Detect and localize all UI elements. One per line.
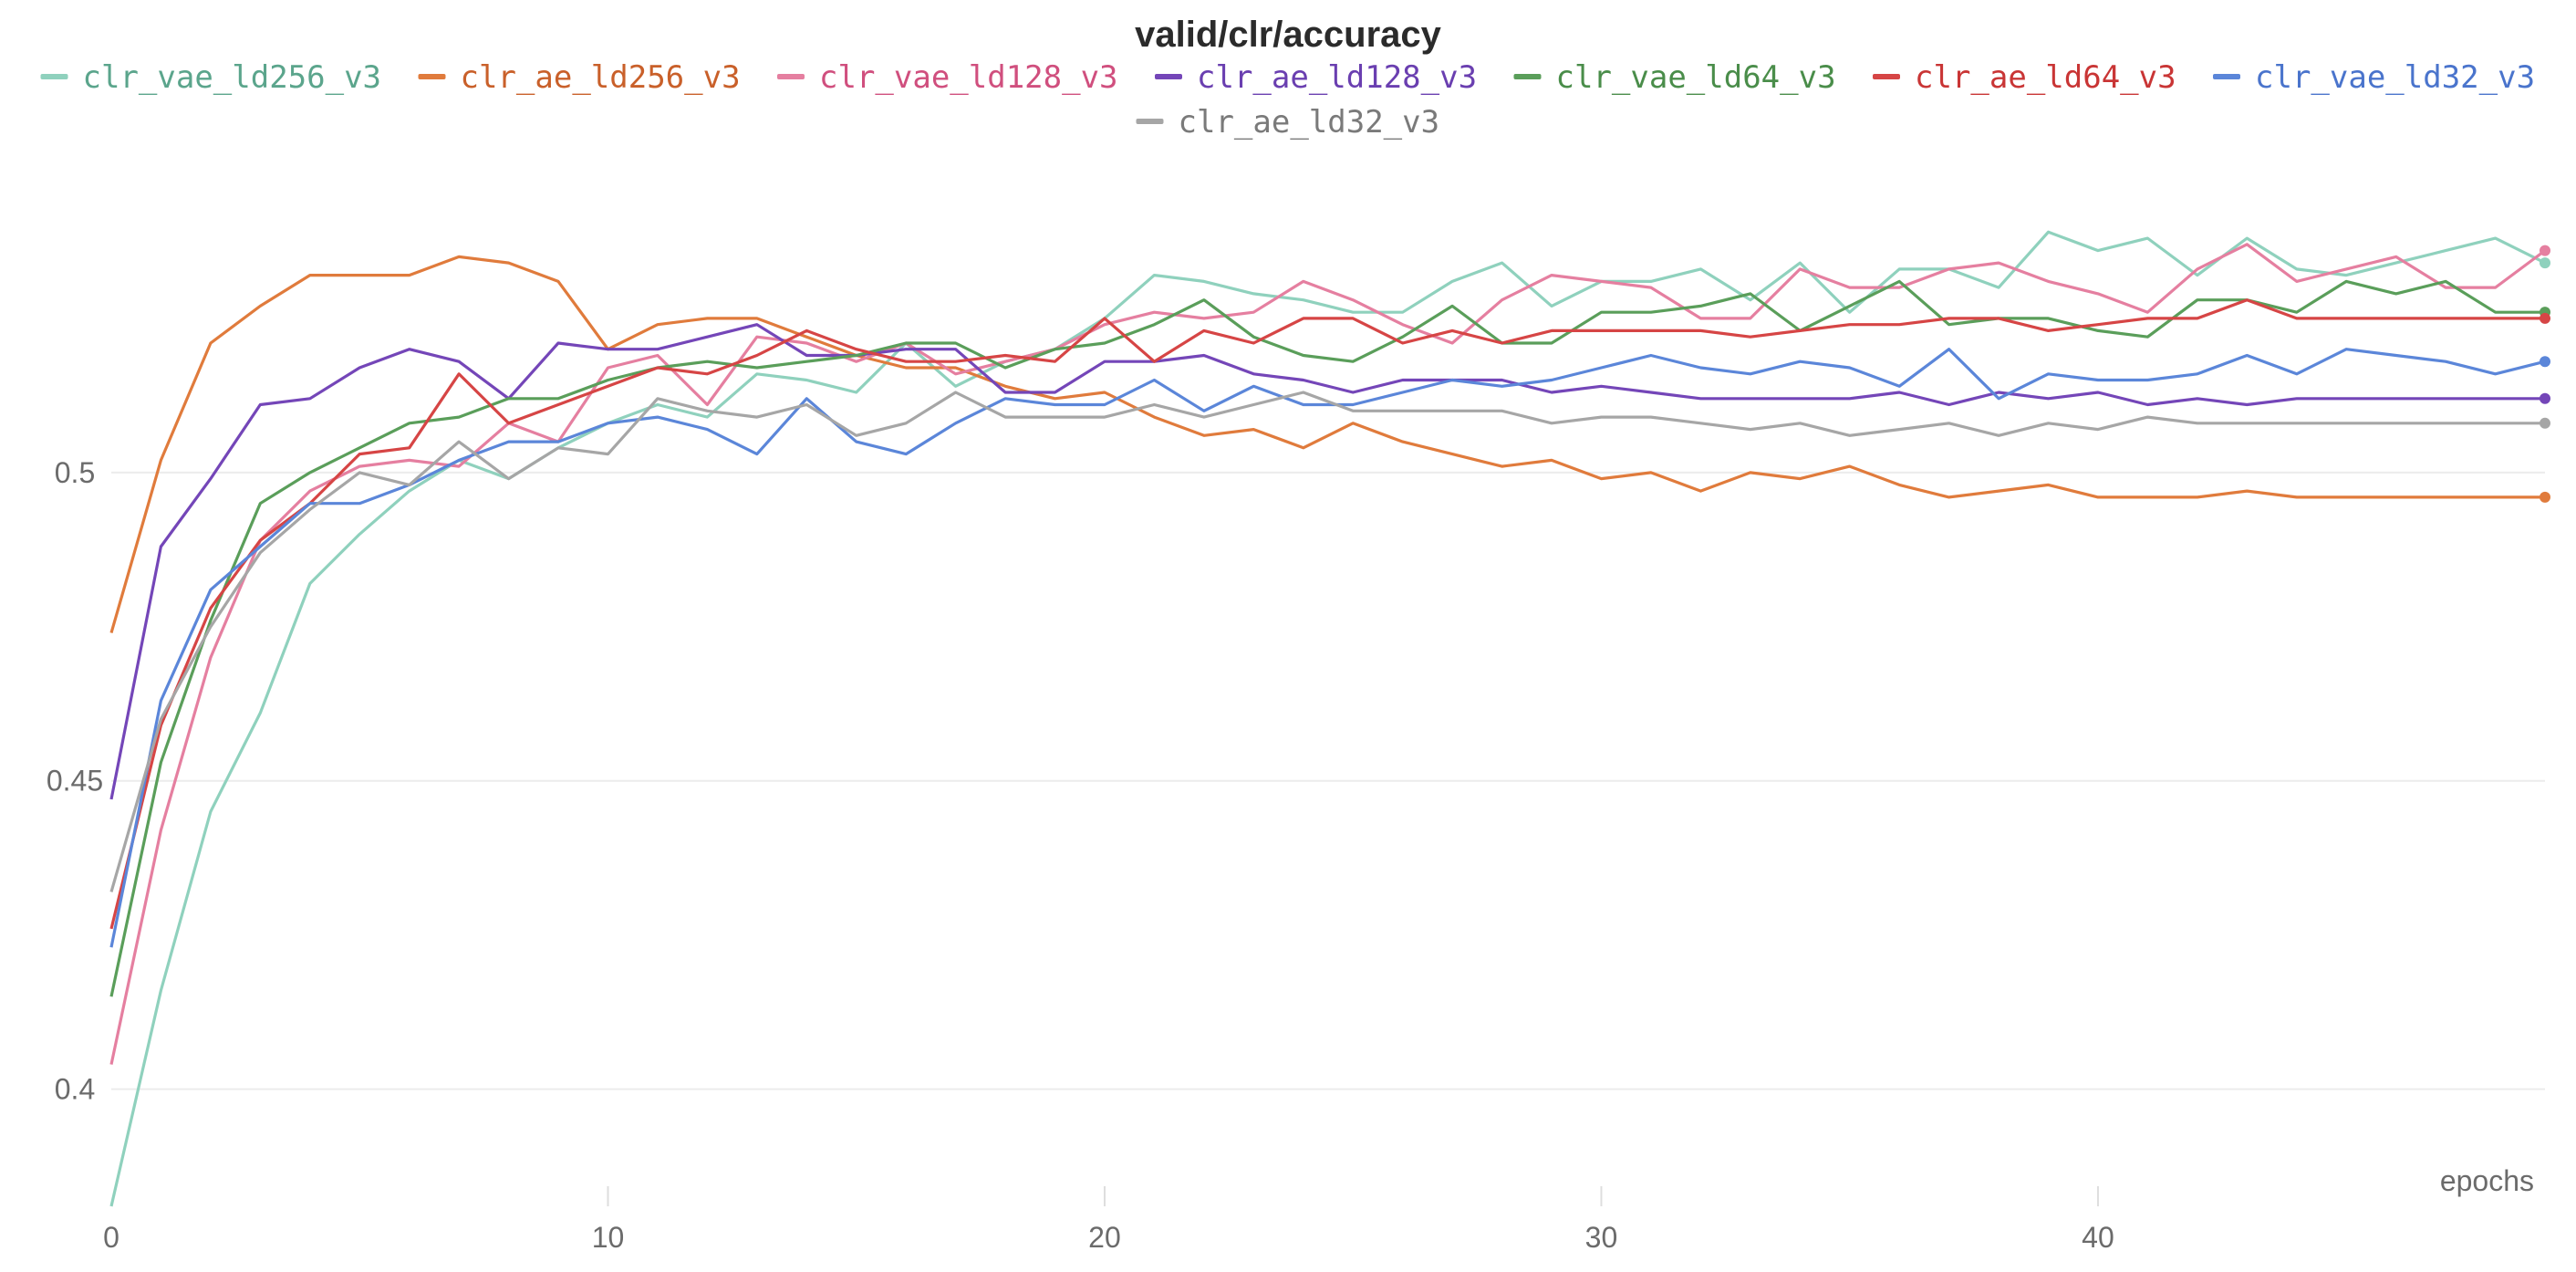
series-endpoint-clr_ae_ld128_v3 [2540, 392, 2550, 404]
series-line-clr_ae_ld128_v3 [109, 323, 2545, 800]
y-tick-label: 0.4 [55, 1073, 95, 1106]
legend-label: clr_ae_ld32_v3 [1179, 104, 1440, 141]
series-line-clr_ae_ld32_v3 [109, 391, 2545, 892]
legend-item-clr_vae_ld32_v3[interactable]: clr_vae_ld32_v3 [2213, 59, 2535, 96]
x-tick-label: 10 [592, 1221, 625, 1254]
x-tick-label: 20 [1088, 1221, 1121, 1254]
grid [111, 471, 2545, 1090]
series-line-clr_vae_ld256_v3 [109, 230, 2546, 1207]
legend-label: clr_vae_ld64_v3 [1556, 59, 1836, 96]
chart-title: valid/clr/accuracy [1135, 15, 1442, 55]
legend-item-clr_ae_ld64_v3[interactable]: clr_ae_ld64_v3 [1873, 59, 2176, 96]
legend-swatch [418, 74, 446, 79]
series-endpoint-clr_vae_ld128_v3 [2540, 245, 2550, 256]
x-tick-label: 0 [103, 1221, 119, 1254]
series-endpoint-clr_ae_ld32_v3 [2540, 417, 2550, 429]
legend-item-clr_vae_ld256_v3[interactable]: clr_vae_ld256_v3 [40, 59, 382, 96]
legend-swatch [1873, 74, 1900, 79]
series-endpoint-clr_ae_ld64_v3 [2540, 312, 2550, 324]
legend-swatch [1155, 74, 1182, 79]
legend-label: clr_vae_ld32_v3 [2255, 59, 2535, 96]
series-endpoint-clr_ae_ld256_v3 [2540, 491, 2550, 503]
legend-label: clr_ae_ld128_v3 [1197, 59, 1477, 96]
legend-swatch [777, 74, 805, 79]
legend: clr_vae_ld256_v3 clr_ae_ld256_v3 clr_vae_l… [40, 59, 2535, 141]
legend-label: clr_ae_ld64_v3 [1915, 59, 2176, 96]
legend-swatch [40, 74, 68, 79]
legend-item-clr_ae_ld256_v3[interactable]: clr_ae_ld256_v3 [418, 59, 741, 96]
series-group [109, 230, 2550, 1207]
legend-item-clr_ae_ld128_v3[interactable]: clr_ae_ld128_v3 [1155, 59, 1477, 96]
legend-item-clr_vae_ld64_v3[interactable]: clr_vae_ld64_v3 [1513, 59, 1836, 96]
x-axis-label: epochs [2440, 1164, 2534, 1197]
legend-label: clr_vae_ld128_v3 [819, 59, 1118, 96]
y-tick-label: 0.45 [47, 765, 103, 798]
series-endpoint-clr_vae_ld256_v3 [2540, 257, 2550, 269]
x-axis-ticks: 0 10 20 30 40 [103, 1186, 2114, 1254]
y-tick-label: 0.5 [55, 456, 95, 489]
legend-item-clr_vae_ld128_v3[interactable]: clr_vae_ld128_v3 [777, 59, 1118, 96]
series-line-clr_vae_ld32_v3 [109, 348, 2546, 948]
series-line-clr_vae_ld64_v3 [109, 279, 2545, 997]
legend-item-clr_ae_ld32_v3[interactable]: clr_ae_ld32_v3 [1136, 104, 1440, 141]
x-tick-label: 30 [1585, 1221, 1618, 1254]
x-tick-label: 40 [2082, 1221, 2114, 1254]
legend-swatch [1513, 74, 1542, 79]
legend-label: clr_ae_ld256_v3 [461, 59, 741, 96]
series-line-clr_vae_ld128_v3 [109, 243, 2546, 1065]
series-line-clr_ae_ld64_v3 [109, 298, 2545, 930]
series-endpoint-clr_vae_ld32_v3 [2540, 356, 2550, 368]
legend-label: clr_vae_ld256_v3 [83, 59, 382, 96]
legend-swatch [1136, 119, 1164, 124]
legend-swatch [2213, 74, 2240, 79]
series-line-clr_ae_ld256_v3 [109, 255, 2545, 634]
y-axis-ticks: 0.4 0.45 0.5 [47, 456, 103, 1106]
